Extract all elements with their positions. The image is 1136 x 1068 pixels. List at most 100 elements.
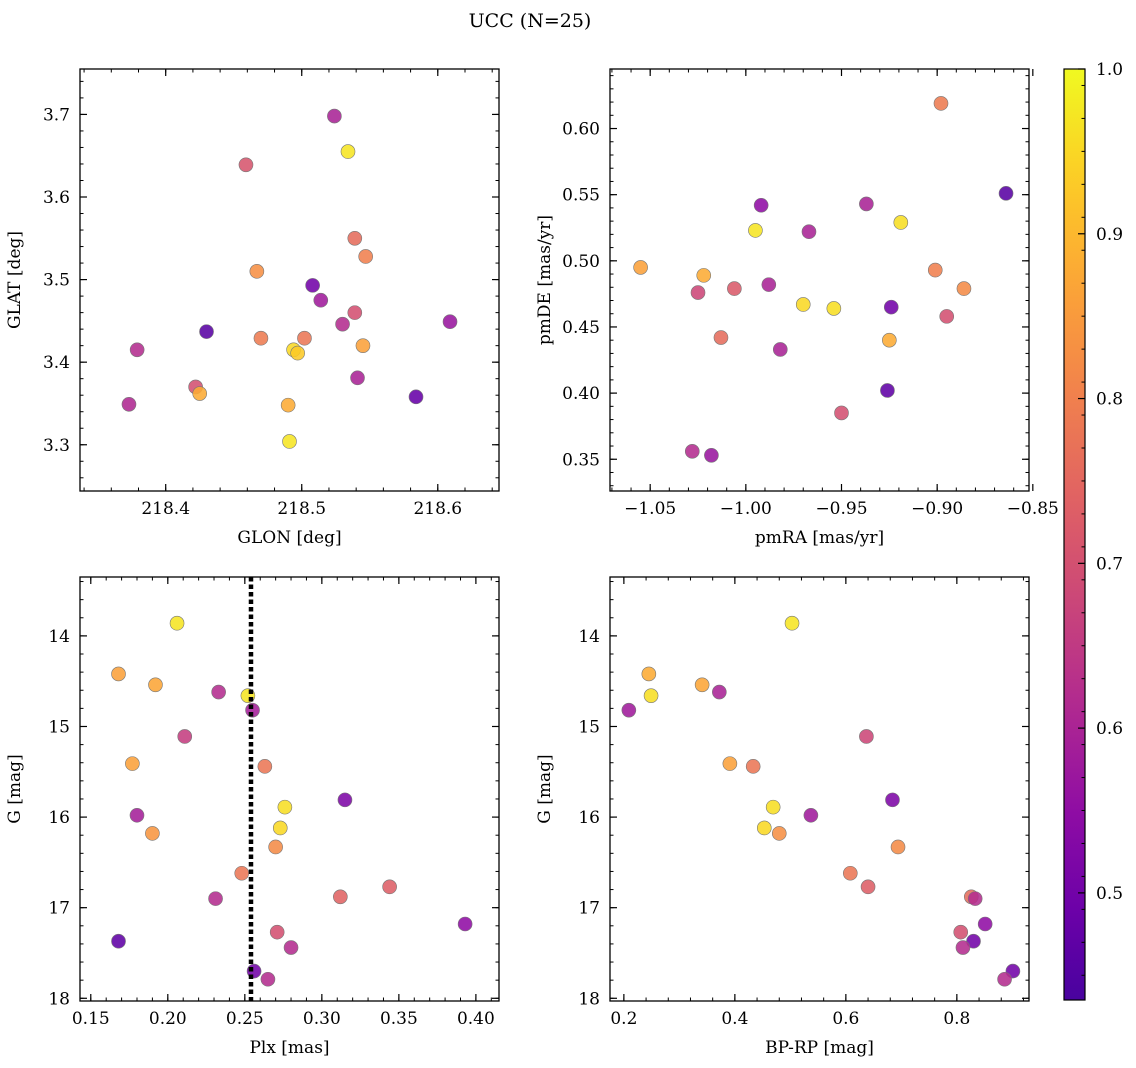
axes-frame (79, 68, 500, 492)
scatter-point (211, 684, 226, 700)
scatter-point (199, 324, 214, 339)
scatter-point (761, 277, 777, 292)
scatter-point (111, 666, 126, 682)
scatter-point (347, 305, 363, 320)
y-tick-label: 0.40 (562, 384, 600, 404)
scatter-point (335, 316, 350, 332)
y-tick-label: 0.35 (562, 450, 600, 470)
scatter-point (953, 924, 969, 940)
scatter-point (727, 281, 742, 296)
axes-frame (609, 576, 1030, 1002)
scatter-point (111, 933, 126, 949)
scatter-point (801, 224, 817, 240)
x-tick-label: 218.5 (277, 499, 326, 519)
panel-pmra-pmde: −1.05 −1.00 −0.95 −0.90 −0.85 0.35 0.40 0.45 0.5… (535, 68, 1059, 548)
y-tick-label: 18 (578, 989, 600, 1009)
scatter-point (305, 278, 320, 293)
y-axis-label: pmDE [mas/yr] (535, 215, 555, 345)
scatter-point (633, 260, 648, 275)
x-tick-label: 0.25 (226, 1009, 264, 1029)
scatter-point (333, 889, 348, 905)
scatter-point (826, 301, 842, 316)
colorbar-tick-label: 0.8 (1096, 390, 1123, 410)
scatter-point (880, 383, 895, 398)
x-axis-label: pmRA [mas/yr] (755, 528, 884, 548)
scatter-point (283, 940, 299, 955)
x-tick-label: 0.8 (943, 1009, 970, 1029)
x-axis-label: GLON [deg] (237, 528, 341, 548)
y-axis-label: G [mag] (535, 754, 555, 823)
scatter-point (756, 820, 772, 836)
x-tick-label: 0.4 (721, 1009, 748, 1029)
scatter-point (282, 434, 297, 449)
scatter-point (977, 916, 993, 932)
x-tick-label: 0.6 (832, 1009, 859, 1029)
scatter-point (145, 826, 160, 841)
scatter-point (234, 865, 250, 881)
scatter-point (169, 615, 185, 631)
y-tick-label: 3.4 (43, 353, 70, 373)
scatter-point (621, 702, 637, 718)
y-tick-label: 14 (48, 627, 70, 647)
colorbar-tick-label: 0.9 (1096, 225, 1123, 245)
y-tick-label: 14 (578, 627, 600, 647)
x-tick-label: 0.40 (457, 1009, 495, 1029)
scatter-point (192, 386, 208, 401)
scatter-point (297, 330, 312, 346)
scatter-point (772, 342, 788, 357)
scatter-point (859, 729, 874, 744)
y-tick-label: 0.60 (562, 120, 600, 140)
y-axis-label: GLAT [deg] (5, 231, 25, 329)
scatter-point (684, 444, 700, 459)
scatter-point (290, 345, 305, 361)
scatter-point (882, 332, 897, 348)
x-tick-label: 0.20 (149, 1009, 187, 1029)
y-tick-label: 3.6 (43, 188, 70, 208)
scatter-point (955, 940, 971, 955)
scatter-point (313, 292, 329, 308)
x-axis-label: BP-RP [mag] (765, 1038, 874, 1058)
y-tick-label: 0.50 (562, 252, 600, 272)
x-tick-label: 218.4 (141, 499, 190, 519)
scatter-point (885, 792, 900, 808)
y-tick-label: 15 (48, 717, 70, 737)
scatter-point (641, 666, 657, 682)
scatter-point (771, 826, 787, 841)
y-tick-label: 0.55 (562, 186, 600, 206)
scatter-point (327, 108, 342, 124)
x-tick-label: 0.15 (72, 1009, 110, 1029)
scatter-point (238, 157, 254, 173)
scatter-point (269, 924, 285, 940)
y-tick-label: 18 (48, 989, 70, 1009)
y-tick-label: 17 (578, 899, 600, 919)
x-tick-label: 0.30 (303, 1009, 341, 1029)
scatter-point (257, 759, 273, 774)
scatter-point (967, 891, 983, 906)
scatter-point (121, 396, 137, 412)
x-tick-label: −1.05 (624, 499, 676, 519)
x-tick-label: −0.90 (911, 499, 963, 519)
scatter-point (956, 281, 972, 296)
scatter-point (997, 971, 1012, 987)
figure-title: UCC (N=25) (469, 10, 592, 32)
scatter-point (253, 330, 269, 346)
scatter-point (843, 865, 858, 881)
panel-glon-glat: 218.4 218.5 218.6 3.3 3.4 3.5 3.6 3.7 GLON [deg]… (5, 68, 500, 548)
axes-frame (79, 576, 500, 1002)
y-tick-label: 17 (48, 899, 70, 919)
colorbar-tick-label: 0.5 (1096, 884, 1123, 904)
scatter-point (939, 309, 955, 324)
scatter-point (277, 799, 293, 815)
scatter-point (457, 916, 473, 932)
panel-bprp-g: 0.2 0.4 0.6 0.8 14 15 16 17 18 BP-RP [mag] G [mag] (535, 576, 1030, 1058)
scatter-point (694, 677, 710, 693)
y-tick-label: 16 (578, 808, 600, 828)
scatter-point (280, 397, 296, 413)
scatter-point (358, 249, 373, 264)
scatter-point (347, 230, 363, 246)
y-tick-label: 3.5 (43, 271, 70, 291)
scatter-point (177, 729, 193, 744)
scatter-point (748, 223, 763, 238)
scatter-point (998, 186, 1014, 201)
y-tick-label: 3.7 (43, 105, 70, 125)
